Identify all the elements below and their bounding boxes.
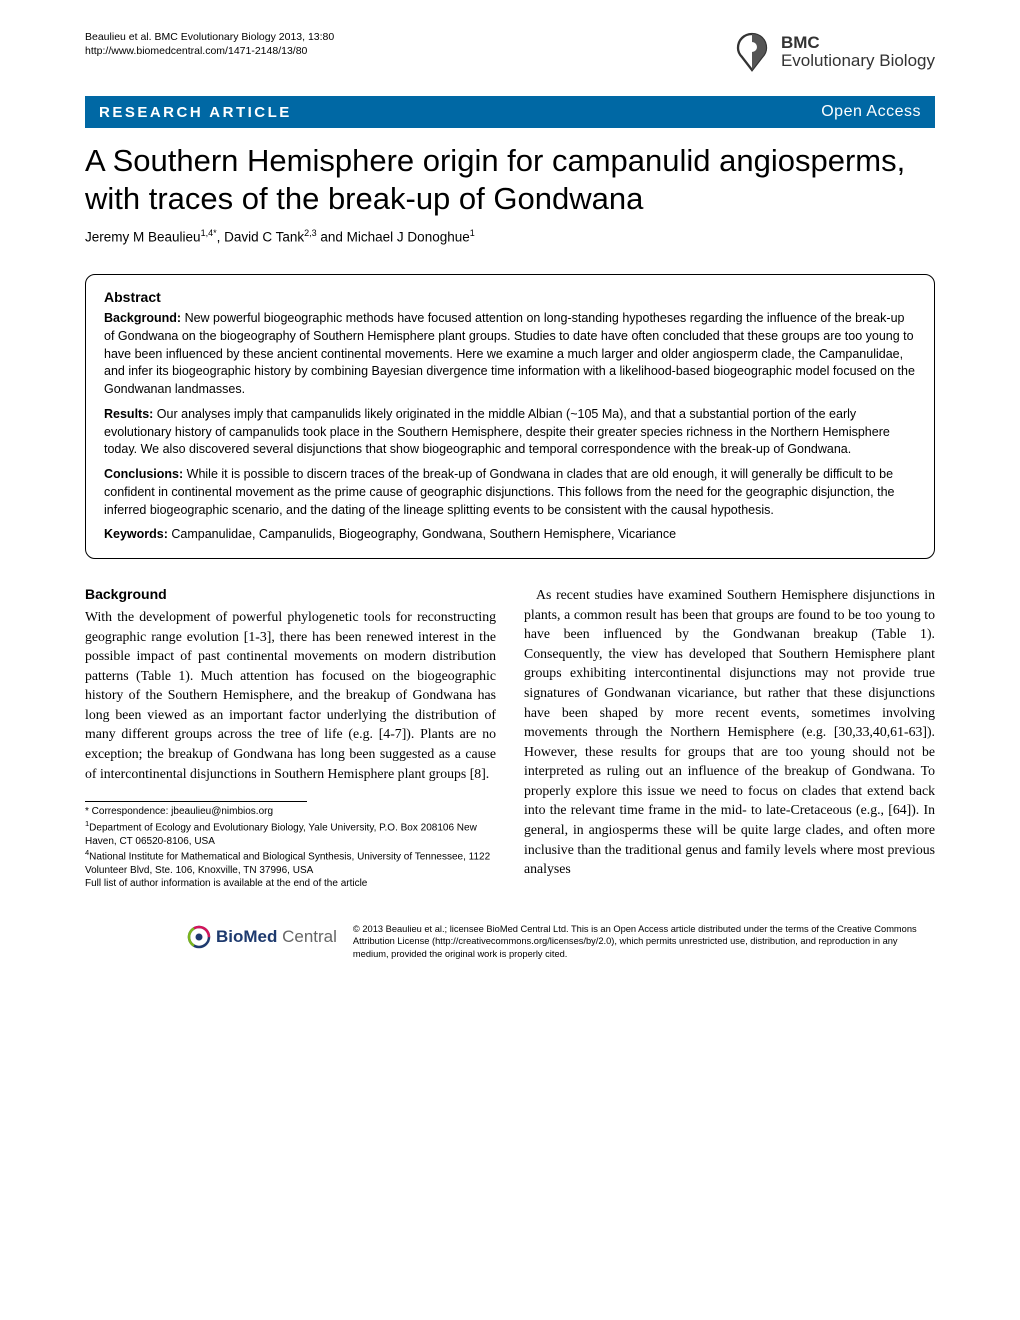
column-right: As recent studies have examined Southern… xyxy=(524,585,935,891)
journal-name: Evolutionary Biology xyxy=(781,52,935,70)
body-paragraph-1: With the development of powerful phyloge… xyxy=(85,607,496,783)
bmc-icon xyxy=(730,30,774,74)
biomed-central-logo: BioMed Central xyxy=(185,923,337,951)
citation-line-1: Beaulieu et al. BMC Evolutionary Biology… xyxy=(85,30,334,44)
article-type-banner: RESEARCH ARTICLE Open Access xyxy=(85,96,935,128)
abstract-heading: Abstract xyxy=(104,289,916,305)
journal-logo: BMC Evolutionary Biology xyxy=(730,30,935,74)
body-paragraph-2: As recent studies have examined Southern… xyxy=(524,585,935,879)
footnotes-block: * Correspondence: jbeaulieu@nimbios.org … xyxy=(85,805,496,891)
open-access-icon xyxy=(185,923,213,951)
affiliation-4: 4National Institute for Mathematical and… xyxy=(85,848,496,877)
body-columns: Background With the development of power… xyxy=(85,585,935,891)
abstract-results: Results: Our analyses imply that campanu… xyxy=(104,406,916,459)
citation-block: Beaulieu et al. BMC Evolutionary Biology… xyxy=(85,30,334,58)
license-text: © 2013 Beaulieu et al.; licensee BioMed … xyxy=(353,923,935,961)
header-row: Beaulieu et al. BMC Evolutionary Biology… xyxy=(85,30,935,74)
license-block: BioMed Central © 2013 Beaulieu et al.; l… xyxy=(85,923,935,961)
section-heading-background: Background xyxy=(85,585,496,605)
banner-open-access: Open Access xyxy=(821,103,921,121)
abstract-box: Abstract Background: New powerful biogeo… xyxy=(85,274,935,559)
abstract-keywords: Keywords: Campanulidae, Campanulids, Bio… xyxy=(104,526,916,544)
banner-article-type: RESEARCH ARTICLE xyxy=(99,104,292,121)
footnote-divider xyxy=(85,801,307,802)
full-author-list-note: Full list of author information is avail… xyxy=(85,877,496,891)
correspondence-line: * Correspondence: jbeaulieu@nimbios.org xyxy=(85,805,496,819)
affiliation-1: 1Department of Ecology and Evolutionary … xyxy=(85,819,496,848)
article-title: A Southern Hemisphere origin for campanu… xyxy=(85,142,935,218)
column-left: Background With the development of power… xyxy=(85,585,496,891)
abstract-background: Background: New powerful biogeographic m… xyxy=(104,310,916,399)
abstract-conclusions: Conclusions: While it is possible to dis… xyxy=(104,466,916,519)
journal-brand: BMC xyxy=(781,34,935,52)
authors-line: Jeremy M Beaulieu1,4*, David C Tank2,3 a… xyxy=(85,228,935,245)
citation-url: http://www.biomedcentral.com/1471-2148/1… xyxy=(85,44,334,58)
